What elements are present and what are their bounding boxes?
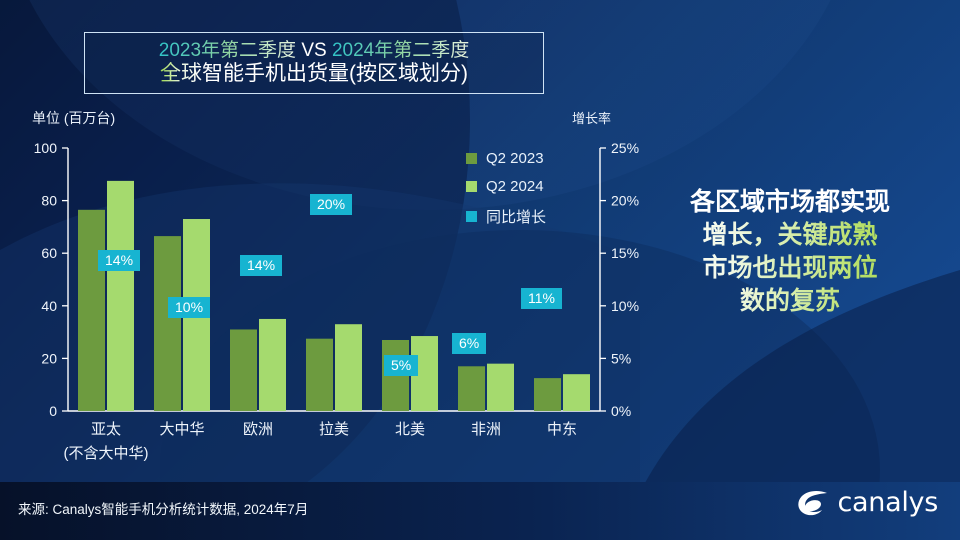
chart-title-line-1: 2023年第二季度 VS 2024年第二季度	[159, 40, 469, 62]
x-tick-label: 拉美	[319, 421, 349, 438]
y-tick-label: 80	[41, 193, 57, 209]
x-tick-label: 亚太	[91, 421, 121, 438]
growth-rate-label: 5%	[384, 355, 419, 377]
x-tick-label: 大中华	[159, 421, 204, 438]
title-subject: 智能手机出货量(按区域划分)	[202, 61, 468, 85]
legend-item[interactable]: Q2 2024	[466, 178, 546, 195]
x-tick-label: 北美	[395, 421, 425, 438]
bar-group	[78, 180, 590, 411]
y2-tick-label: 0%	[611, 403, 631, 419]
y2-tick-label: 15%	[611, 245, 639, 261]
growth-rate-label: 14%	[240, 255, 283, 277]
callout-line-3: 市场也出现两位	[640, 252, 940, 285]
bar-2023	[154, 236, 181, 411]
callout-line-4: 数的复苏	[640, 285, 940, 318]
y2-tick-label: 25%	[611, 140, 639, 156]
callout-line-1: 各区域市场都实现	[689, 188, 890, 216]
callout-text: 各区域市场都实现 增长，关键成熟 市场也出现两位 数的复苏	[640, 186, 940, 318]
bar-2023	[534, 378, 561, 411]
y-tick-label: 100	[34, 140, 58, 156]
bar-2023	[230, 329, 257, 411]
y2-tick-label: 20%	[611, 193, 639, 209]
bar-2023	[306, 338, 333, 411]
x-tick-sublabel: (不含大中华)	[64, 445, 149, 462]
canalys-logo: canalys	[796, 487, 939, 518]
y-tick-label: 20	[41, 350, 57, 366]
logo-wordmark: canalys	[837, 487, 939, 518]
chart-title-line-2: 全球智能手机出货量(按区域划分)	[160, 62, 468, 86]
legend-swatch-icon	[466, 211, 477, 222]
x-tick-label: 非洲	[471, 421, 501, 438]
source-note: 来源: Canalys智能手机分析统计数据, 2024年7月	[18, 502, 309, 517]
bar-2024	[259, 318, 286, 411]
y-tick-label: 0	[49, 403, 57, 419]
right-axis: 0% 5% 10% 15% 20% 25%	[599, 140, 639, 419]
legend-swatch-icon	[466, 153, 477, 164]
y-tick-label: 60	[41, 245, 57, 261]
title-vs: VS	[301, 40, 327, 61]
x-tick-label: 欧洲	[243, 421, 273, 438]
y2-tick-label: 10%	[611, 298, 639, 314]
legend-swatch-icon	[466, 181, 477, 192]
left-axis-title: 单位 (百万台)	[32, 110, 116, 126]
canalys-swoosh-icon	[797, 490, 827, 515]
legend-item[interactable]: Q2 2023	[466, 150, 546, 167]
x-axis-labels: 亚太 (不含大中华) 大中华 欧洲 拉美 北美 非洲 中东	[64, 421, 578, 462]
x-tick-label: 中东	[547, 421, 577, 438]
right-axis-title: 增长率	[572, 111, 612, 126]
growth-rate-label: 6%	[452, 333, 487, 355]
legend-label: Q2 2024	[486, 178, 544, 195]
growth-rate-label: 11%	[521, 288, 562, 310]
legend-label: Q2 2023	[486, 150, 544, 167]
bar-2024	[487, 363, 514, 411]
y-tick-label: 40	[41, 298, 57, 314]
callout-line-2: 增长，关键成熟	[640, 219, 940, 252]
chart-legend: Q2 2023 Q2 2024 同比增长	[466, 150, 546, 238]
growth-rate-label: 10%	[168, 297, 211, 319]
bar-2024	[335, 324, 362, 411]
bar-2024	[107, 180, 134, 411]
title-q2-2023: 2023年第二季度	[158, 40, 297, 61]
growth-rate-label: 14%	[98, 250, 141, 272]
title-q2-2024: 2024年第二季度	[331, 40, 470, 61]
legend-item[interactable]: 同比增长	[466, 206, 546, 227]
growth-rate-label: 20%	[310, 194, 353, 216]
bar-2023	[458, 366, 485, 411]
title-global: 全球	[160, 61, 202, 85]
y2-tick-label: 5%	[611, 350, 631, 366]
legend-label: 同比增长	[486, 209, 547, 226]
bar-2023	[78, 209, 105, 411]
bar-2024	[563, 374, 590, 411]
chart-title-box: 2023年第二季度 VS 2024年第二季度 全球智能手机出货量(按区域划分)	[84, 32, 544, 94]
